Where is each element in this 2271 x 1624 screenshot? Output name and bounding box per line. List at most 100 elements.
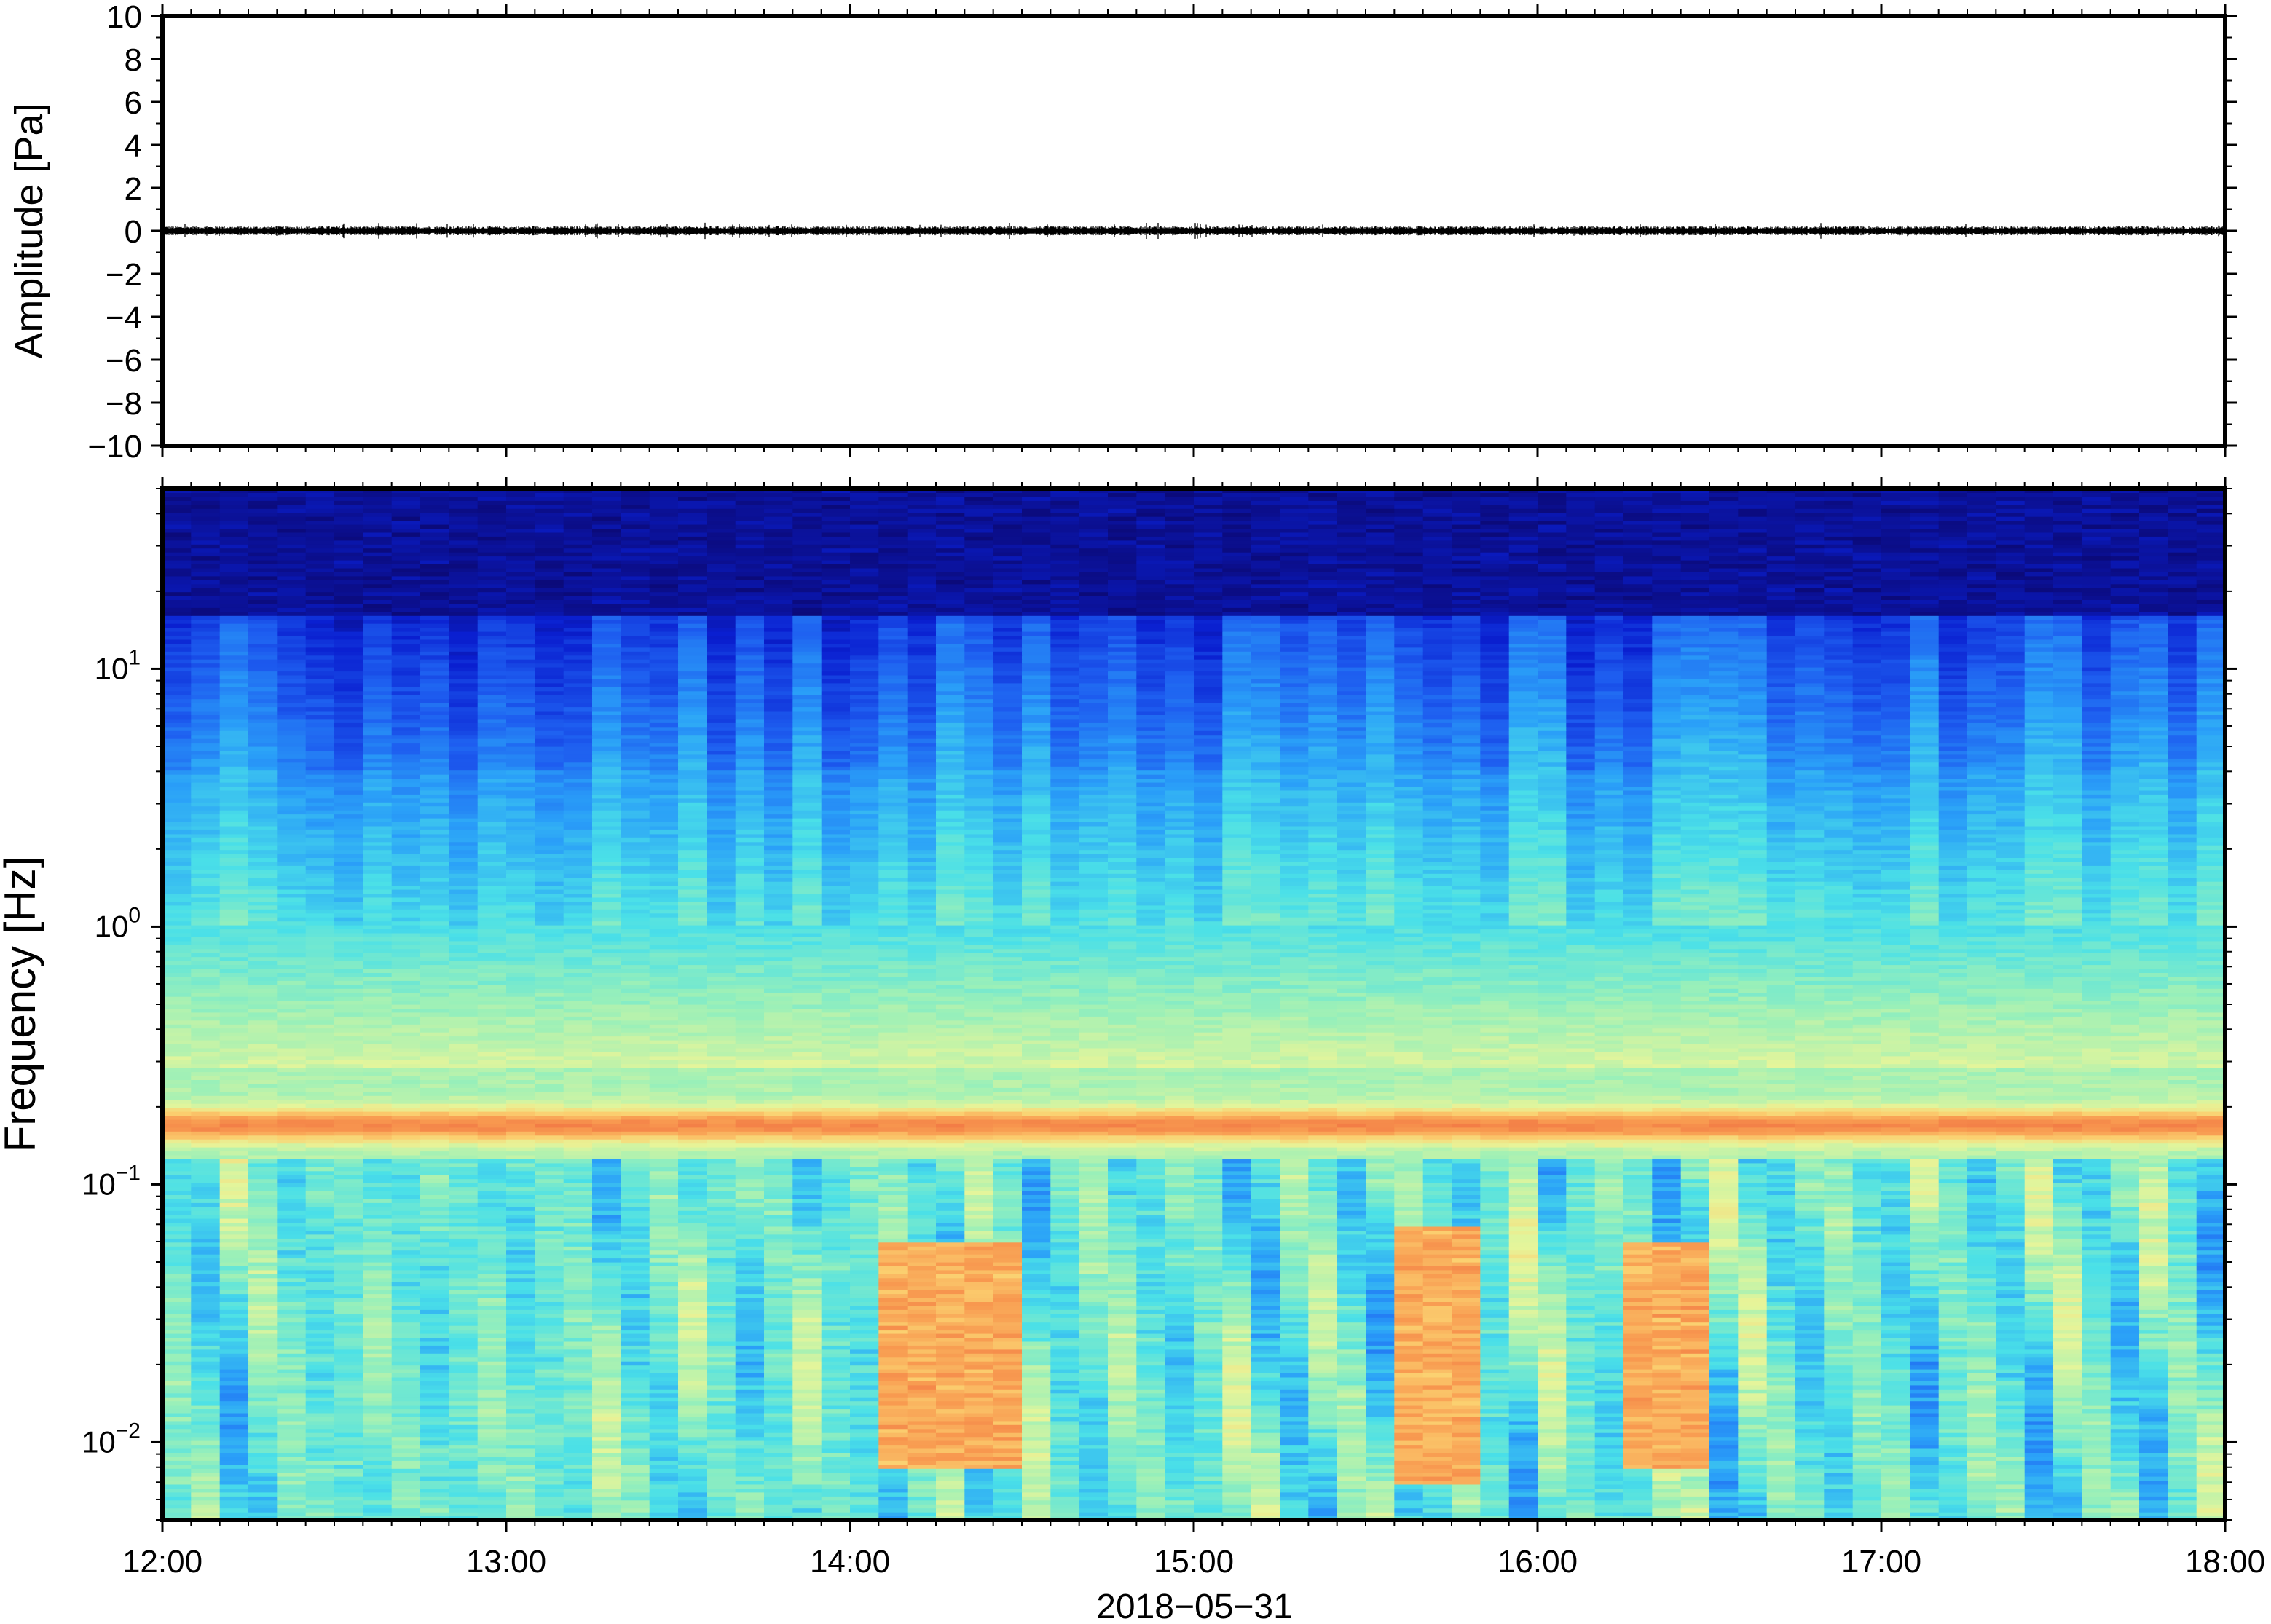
spectrogram-cell	[1452, 1476, 1481, 1481]
spectrogram-cell	[1136, 1389, 1166, 1394]
spectrogram-cell	[1079, 1365, 1109, 1370]
spectrogram-cell	[191, 1345, 221, 1350]
spectrogram-cell	[2053, 1476, 2082, 1481]
spectrogram-cell	[477, 1428, 507, 1433]
spectrogram-cell	[1766, 1349, 1796, 1354]
spectrogram-cell	[1480, 1456, 1510, 1461]
waveform-y-tick-label: 10	[106, 0, 142, 35]
spectrogram-cell	[993, 1269, 1023, 1274]
spectrogram-cell	[1366, 1468, 1395, 1473]
spectrogram-cell	[1165, 1460, 1194, 1465]
spectrogram-cell	[1852, 1285, 1882, 1290]
spectrogram-cell	[878, 1507, 908, 1513]
spectrogram-cell	[2082, 1444, 2111, 1449]
spectrogram-cell	[1422, 1381, 1452, 1386]
spectrogram-cell	[592, 1317, 621, 1323]
spectrogram-cell	[850, 1428, 879, 1433]
spectrogram-cell	[821, 1269, 851, 1274]
spectrogram-cell	[1881, 1416, 1910, 1422]
spectrogram-cell	[1881, 1258, 1910, 1263]
spectrogram-cell	[2053, 1397, 2082, 1402]
spectrogram-cell	[1824, 1448, 1854, 1453]
spectrogram-cell	[391, 1333, 421, 1338]
spectrogram-cell	[248, 1397, 278, 1402]
spectrogram-cell	[2196, 1313, 2225, 1318]
spectrogram-cell	[191, 1376, 221, 1381]
spectrogram-cell	[2053, 1333, 2082, 1338]
spectrogram-cell	[936, 1277, 965, 1282]
spectrogram-cell	[707, 1290, 736, 1295]
spectrogram-cell	[735, 1491, 765, 1497]
spectrogram-cell	[1480, 1507, 1510, 1513]
spectrogram-cell	[162, 1349, 192, 1354]
spectrogram-cell	[277, 1499, 307, 1505]
spectrogram-cell	[2053, 1313, 2082, 1318]
spectrogram-cell	[707, 1476, 736, 1481]
spectrogram-cell	[1394, 1408, 1424, 1414]
spectrogram-cell	[1022, 1365, 1051, 1370]
spectrogram-cell	[2110, 1397, 2140, 1402]
spectrogram-cell	[391, 1262, 421, 1266]
spectrogram-cell	[2196, 1499, 2225, 1505]
spectrogram-cell	[1967, 1333, 1996, 1338]
spectrogram-cell	[1308, 1365, 1338, 1370]
spectrogram-cell	[621, 1424, 650, 1430]
spectrogram-cell	[2082, 1491, 2111, 1497]
spectrogram-cell	[1738, 1480, 1768, 1485]
spectrogram-cell	[1366, 1413, 1395, 1417]
spectrogram-cell	[2082, 1341, 2111, 1346]
spectrogram-cell	[334, 1440, 363, 1446]
spectrogram-cell	[1194, 1444, 1223, 1449]
spectrogram-cell	[1910, 1432, 1940, 1438]
spectrogram-cell	[1652, 1413, 1682, 1417]
spectrogram-cell	[1480, 1452, 1510, 1457]
spectrogram-cell	[1824, 1389, 1854, 1394]
spectrogram-cell	[2168, 1290, 2197, 1295]
spectrogram-cell	[1852, 1507, 1882, 1513]
spectrogram-cell	[1910, 1321, 1940, 1326]
spectrogram-cell	[2110, 1262, 2140, 1266]
spectrogram-cell	[1165, 1293, 1194, 1298]
spectrogram-cell	[563, 1325, 593, 1331]
spectrogram-cell	[363, 1432, 393, 1438]
spectrogram-cell	[964, 1381, 994, 1386]
spectrogram-cell	[305, 1365, 335, 1370]
spectrogram-cell	[1967, 1444, 1996, 1449]
spectrogram-cell	[936, 1269, 965, 1274]
spectrogram-cell	[592, 1313, 621, 1318]
spectrogram-cell	[1766, 1428, 1796, 1433]
spectrogram-cell	[535, 1480, 564, 1485]
spectrogram-cell	[1709, 1290, 1739, 1295]
spectrogram-cell	[1623, 1258, 1653, 1263]
spectrogram-cell	[1881, 1313, 1910, 1318]
spectrogram-cell	[506, 1357, 535, 1362]
spectrogram-cell	[792, 1448, 822, 1453]
spectrogram-cell	[1938, 1491, 1968, 1497]
spectrogram-cell	[1680, 1464, 1710, 1469]
spectrogram-cell	[1394, 1456, 1424, 1461]
spectrogram-cell	[2053, 1472, 2082, 1477]
spectrogram-cell	[878, 1321, 908, 1326]
spectrogram-cell	[191, 1361, 221, 1366]
spectrogram-cell	[2168, 1285, 2197, 1290]
spectrogram-cell	[1594, 1440, 1624, 1446]
spectrogram-cell	[2024, 1337, 2054, 1342]
spectrogram-cell	[1852, 1444, 1882, 1449]
spectrogram-cell	[1165, 1277, 1194, 1282]
spectrogram-cell	[1652, 1329, 1682, 1334]
spectrogram-cell	[2196, 1448, 2225, 1453]
spectrogram-cell	[248, 1301, 278, 1306]
spectrogram-cell	[1766, 1293, 1796, 1298]
spectrogram-cell	[678, 1381, 707, 1386]
spectrogram-cell	[1280, 1436, 1309, 1441]
spectrogram-cell	[191, 1444, 221, 1449]
spectrogram-cell	[391, 1357, 421, 1362]
spectrogram-cell	[993, 1293, 1023, 1298]
spectrogram-cell	[391, 1456, 421, 1461]
spectrogram-cell	[1652, 1262, 1682, 1266]
spectrogram-cell	[1422, 1444, 1452, 1449]
spectrogram-cell	[1079, 1309, 1109, 1314]
spectrogram-cell	[907, 1499, 937, 1505]
spectrogram-cell	[477, 1357, 507, 1362]
spectrogram-cell	[1766, 1420, 1796, 1425]
